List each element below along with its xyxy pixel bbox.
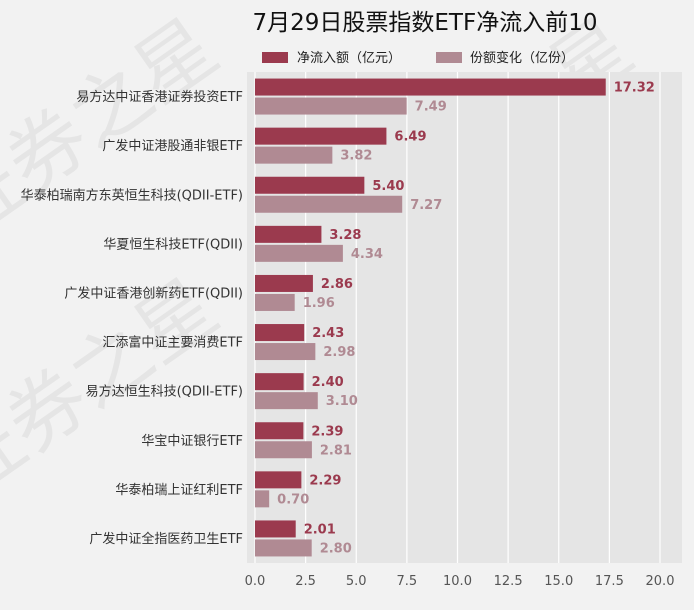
legend-swatch xyxy=(436,52,462,63)
bar xyxy=(255,422,304,440)
legend-swatch xyxy=(262,52,288,63)
x-tick-label: 12.5 xyxy=(494,574,523,589)
chart-title: 7月29日股票指数ETF净流入前10 xyxy=(253,10,598,36)
bar-value-label: 6.49 xyxy=(394,130,426,145)
bar xyxy=(255,392,318,410)
y-tick-label: 华泰柏瑞南方东英恒生科技(QDII-ETF) xyxy=(21,187,243,203)
x-tick-label: 10.0 xyxy=(443,574,472,589)
bar-value-label: 2.86 xyxy=(321,277,353,292)
bar xyxy=(255,127,387,145)
bar-value-label: 3.28 xyxy=(329,228,361,243)
bar-value-label: 2.29 xyxy=(309,473,341,488)
bar-value-label: 3.10 xyxy=(326,394,358,409)
y-tick-label: 汇添富中证主要消费ETF xyxy=(102,335,243,351)
bar xyxy=(255,176,365,194)
bar xyxy=(255,274,313,292)
bar xyxy=(255,490,270,508)
bar-value-label: 7.49 xyxy=(415,100,447,115)
bar xyxy=(255,225,322,243)
y-axis-labels: 易方达中证香港证券投资ETF 广发中证港股通非银ETF 华泰柏瑞南方东英恒生科技(Q… xyxy=(21,89,243,547)
bar xyxy=(255,78,606,96)
bar-value-label: 4.34 xyxy=(351,247,383,262)
x-tick-label: 7.5 xyxy=(397,574,418,589)
bar-value-label: 1.96 xyxy=(303,296,335,311)
bar xyxy=(255,343,316,361)
bar-value-label: 2.39 xyxy=(311,424,343,439)
x-axis-labels: 0.0 2.5 5.0 7.5 10.0 12.5 15.0 17.5 20.0 xyxy=(245,574,675,589)
bar xyxy=(255,471,302,489)
bar-value-label: 7.27 xyxy=(410,198,442,213)
legend: 净流入额（亿元） 份额变化（亿份） xyxy=(262,50,574,66)
bar-value-label: 2.81 xyxy=(320,443,352,458)
x-tick-label: 20.0 xyxy=(646,574,675,589)
bar-value-label: 5.40 xyxy=(372,179,404,194)
x-tick-label: 5.0 xyxy=(346,574,367,589)
x-tick-label: 0.0 xyxy=(245,574,266,589)
bar xyxy=(255,441,312,459)
bar xyxy=(255,244,343,262)
bar xyxy=(255,97,407,115)
bar xyxy=(255,293,295,311)
x-tick-label: 15.0 xyxy=(544,574,573,589)
legend-label: 净流入额（亿元） xyxy=(297,51,401,66)
y-tick-label: 广发中证香港创新药ETF(QDII) xyxy=(64,285,243,301)
x-tick-label: 2.5 xyxy=(295,574,316,589)
y-tick-label: 华夏恒生科技ETF(QDII) xyxy=(103,237,243,252)
bar xyxy=(255,324,305,342)
legend-label: 份额变化（亿份） xyxy=(470,50,574,66)
bar-value-label: 2.01 xyxy=(304,522,336,537)
bar xyxy=(255,146,333,164)
watermark-text: 证券之星 xyxy=(0,2,234,255)
bar-value-label: 3.82 xyxy=(340,149,372,164)
y-tick-label: 广发中证港股通非银ETF xyxy=(102,138,243,154)
bar xyxy=(255,373,304,391)
bar-value-label: 2.40 xyxy=(312,375,344,390)
bar-value-label: 2.43 xyxy=(312,326,344,341)
bar xyxy=(255,195,403,213)
bar-value-label: 2.80 xyxy=(320,541,352,556)
y-tick-label: 易方达中证香港证券投资ETF xyxy=(76,89,243,105)
plot-area xyxy=(247,72,682,563)
bar-value-label: 17.32 xyxy=(614,81,655,96)
bar-value-label: 0.70 xyxy=(277,492,309,507)
bar xyxy=(255,520,296,538)
x-tick-label: 17.5 xyxy=(595,574,624,589)
y-tick-label: 华泰柏瑞上证红利ETF xyxy=(115,482,243,498)
bar-value-label: 2.98 xyxy=(323,345,355,360)
y-tick-label: 易方达恒生科技(QDII-ETF) xyxy=(86,384,243,400)
bar xyxy=(255,539,312,557)
y-tick-label: 华宝中证银行ETF xyxy=(141,434,243,449)
y-tick-label: 广发中证全指医药卫生ETF xyxy=(89,531,243,547)
bars-layer: 17.32 7.49 6.49 3.825.40 7.27 3.28 4.34 2.86 1.9… xyxy=(255,78,655,557)
